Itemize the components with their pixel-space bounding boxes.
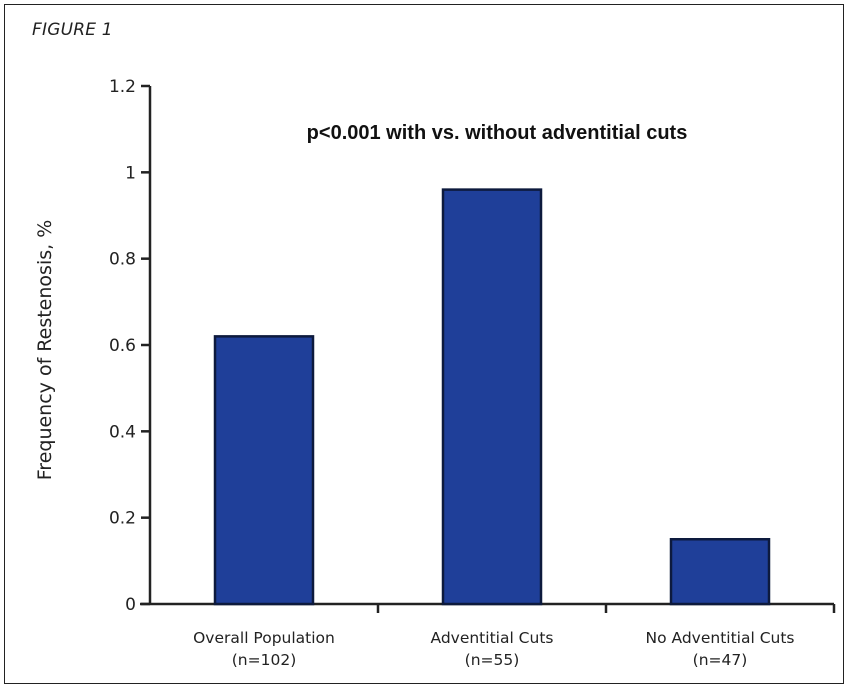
y-tick-label: 1 [125, 163, 136, 183]
category-sublabel: (n=102) [232, 651, 297, 669]
bar [441, 188, 543, 606]
y-tick-label: 0.6 [109, 336, 136, 356]
y-tick-label: 1.2 [109, 77, 136, 97]
category-label: Overall Population [193, 629, 335, 647]
category-sublabel: (n=55) [465, 651, 520, 669]
y-tick-label: 0.4 [109, 422, 136, 442]
y-axis-label: Frequency of Restenosis, % [34, 220, 56, 481]
figure-label: FIGURE 1 [32, 20, 113, 40]
category-label: No Adventitial Cuts [645, 629, 794, 647]
bars [213, 188, 771, 606]
labels: 0 0.2 0.4 0.6 0.8 1 1.2 Overall Population (n=10… [34, 77, 795, 669]
y-tick-label: 0.8 [109, 250, 136, 270]
p-value-annotation: p<0.001 with vs. without adventitial cut… [307, 122, 688, 144]
y-tick-label: 0 [125, 595, 136, 615]
bar [669, 538, 771, 606]
bar [213, 335, 315, 606]
category-sublabel: (n=47) [693, 651, 748, 669]
category-label: Adventitial Cuts [430, 629, 553, 647]
y-tick-label: 0.2 [109, 509, 136, 529]
